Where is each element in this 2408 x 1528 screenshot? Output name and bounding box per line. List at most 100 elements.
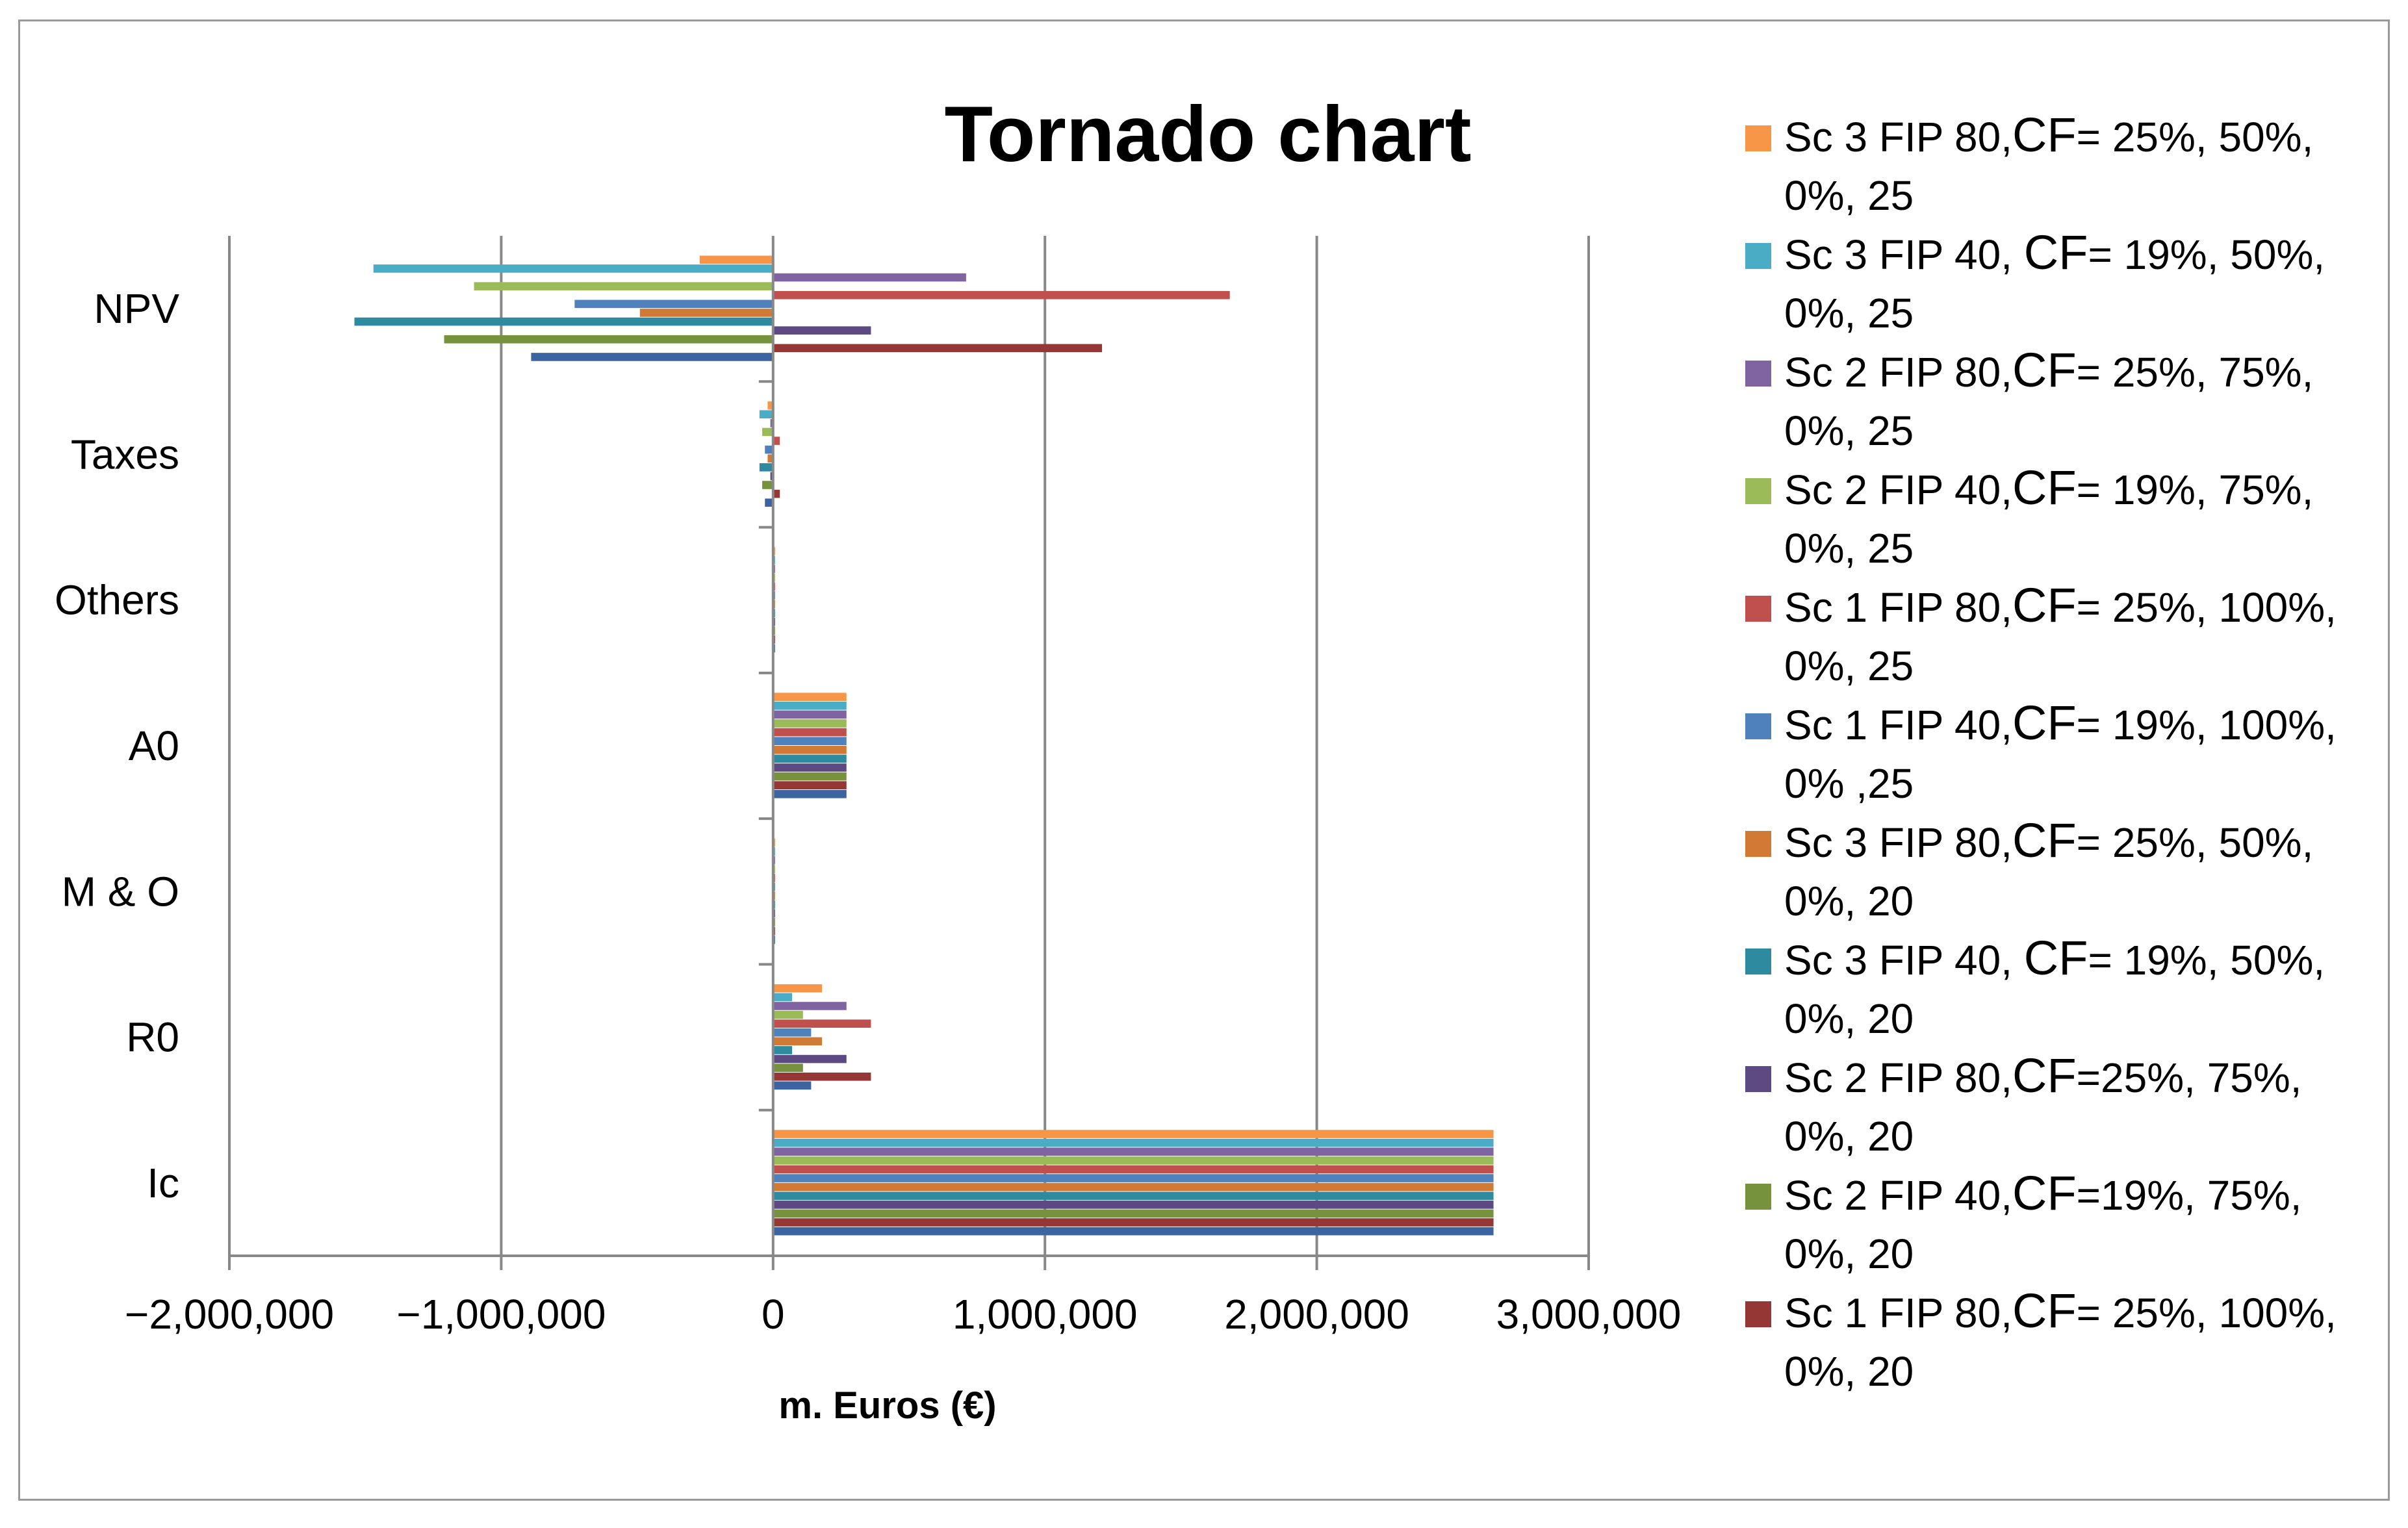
axes	[228, 236, 1590, 1270]
bar-0-0	[699, 255, 773, 264]
bar-5-7	[773, 1046, 793, 1054]
bar-1-10	[773, 489, 780, 498]
bars	[354, 255, 1494, 1236]
legend-label-4: Sc 1 FIP 80,CF= 25%, 100%,	[1784, 578, 2337, 632]
bar-5-9	[773, 1063, 803, 1072]
bar-3-9	[773, 772, 847, 781]
bar-6-1	[773, 1138, 1494, 1147]
legend-label-line2-1: 0%, 25	[1784, 290, 1914, 337]
bar-3-2	[773, 710, 847, 719]
bar-3-6	[773, 746, 847, 754]
bar-1-2	[770, 419, 773, 427]
bar-6-0	[773, 1130, 1494, 1138]
bar-3-11	[773, 790, 847, 798]
legend-label-line2-4: 0%, 25	[1784, 643, 1914, 689]
bar-3-4	[773, 728, 847, 737]
bar-5-3	[773, 1010, 803, 1019]
legend-label-line2-0: 0%, 25	[1784, 172, 1914, 219]
legend-label-10: Sc 1 FIP 80,CF= 25%, 100%,	[1784, 1284, 2337, 1338]
bar-5-2	[773, 1002, 847, 1010]
bar-5-10	[773, 1072, 871, 1081]
bar-0-1	[373, 264, 773, 273]
bar-1-5	[765, 445, 773, 454]
x-axis-title: m. Euros (€)	[778, 1384, 996, 1427]
x-tick-label-1: −1,000,000	[396, 1291, 606, 1338]
legend-label-line2-7: 0%, 20	[1784, 995, 1914, 1042]
bar-5-4	[773, 1019, 871, 1028]
bar-6-8	[773, 1201, 1494, 1209]
legend-label-8: Sc 2 FIP 80,CF=25%, 75%,	[1784, 1049, 2302, 1102]
bar-5-8	[773, 1054, 847, 1063]
legend-label-line2-3: 0%, 25	[1784, 525, 1914, 572]
bar-1-9	[762, 481, 773, 489]
legend-swatch-8	[1745, 1066, 1771, 1092]
bar-0-5	[574, 299, 773, 309]
x-tick-label-3: 1,000,000	[953, 1291, 1138, 1338]
legend-label-7: Sc 3 FIP 40, CF= 19%, 50%,	[1784, 931, 2325, 985]
bar-5-6	[773, 1037, 823, 1046]
bar-3-5	[773, 737, 847, 745]
bar-6-2	[773, 1147, 1494, 1156]
legend-swatch-5	[1745, 713, 1771, 739]
bar-6-3	[773, 1156, 1494, 1165]
bar-1-6	[767, 454, 773, 463]
chart-frame: Tornado chart NPV Taxes Others A0 M & O R0 Ic …	[18, 19, 2390, 1501]
x-tick-label-5: 3,000,000	[1496, 1291, 1682, 1338]
legend: Sc 3 FIP 80,CF= 25%, 50%, 0%, 25 Sc 3 FIP …	[1745, 108, 2337, 1395]
legend-swatch-10	[1745, 1301, 1771, 1327]
legend-swatch-7	[1745, 949, 1771, 974]
legend-swatch-0	[1745, 125, 1771, 151]
legend-label-2: Sc 2 FIP 80,CF= 25%, 75%,	[1784, 343, 2313, 397]
bar-1-4	[773, 437, 780, 445]
bar-3-8	[773, 763, 847, 772]
legend-swatch-9	[1745, 1184, 1771, 1210]
category-label-0: NPV	[94, 285, 179, 332]
legend-label-1: Sc 3 FIP 40, CF= 19%, 50%,	[1784, 225, 2325, 279]
bar-0-7	[354, 317, 773, 326]
chart-title: Tornado chart	[944, 90, 1471, 178]
legend-label-6: Sc 3 FIP 80,CF= 25%, 50%,	[1784, 813, 2313, 867]
category-label-5: R0	[126, 1014, 179, 1061]
x-tick-label-2: 0	[762, 1291, 785, 1338]
bar-6-9	[773, 1209, 1494, 1218]
bar-0-11	[531, 353, 773, 361]
x-tick-labels: −2,000,000 −1,000,000 0 1,000,000 2,000,000 3…	[125, 1291, 1681, 1338]
bar-6-5	[773, 1174, 1494, 1182]
legend-label-line2-8: 0%, 20	[1784, 1113, 1914, 1160]
bar-1-7	[759, 463, 773, 472]
bar-6-10	[773, 1218, 1494, 1227]
bar-6-6	[773, 1182, 1494, 1191]
category-label-6: Ic	[147, 1160, 179, 1206]
bar-6-11	[773, 1227, 1494, 1236]
bar-6-4	[773, 1165, 1494, 1174]
legend-swatch-3	[1745, 478, 1771, 504]
legend-label-9: Sc 2 FIP 40,CF=19%, 75%,	[1784, 1166, 2302, 1220]
category-label-4: M & O	[62, 868, 179, 915]
legend-label-line2-6: 0%, 20	[1784, 878, 1914, 924]
bar-5-5	[773, 1028, 812, 1037]
bar-3-10	[773, 781, 847, 789]
bar-0-2	[773, 273, 966, 282]
legend-label-0: Sc 3 FIP 80,CF= 25%, 50%,	[1784, 108, 2313, 162]
bar-0-6	[639, 309, 773, 317]
bar-5-11	[773, 1081, 812, 1090]
x-tick-label-0: −2,000,000	[125, 1291, 334, 1338]
legend-label-5: Sc 1 FIP 40,CF= 19%, 100%,	[1784, 696, 2337, 750]
bar-1-1	[759, 410, 773, 419]
bar-1-8	[770, 472, 773, 481]
legend-label-3: Sc 2 FIP 40,CF= 19%, 75%,	[1784, 461, 2313, 515]
legend-swatch-4	[1745, 596, 1771, 622]
bar-3-0	[773, 693, 847, 701]
bar-0-8	[773, 326, 871, 335]
bar-3-7	[773, 754, 847, 763]
bar-1-0	[767, 401, 773, 410]
legend-label-line2-10: 0%, 20	[1784, 1348, 1914, 1395]
category-labels: NPV Taxes Others A0 M & O R0 Ic	[55, 285, 179, 1206]
category-label-2: Others	[55, 577, 179, 624]
legend-swatch-1	[1745, 243, 1771, 269]
bar-5-1	[773, 993, 793, 1002]
legend-swatch-2	[1745, 361, 1771, 387]
category-label-3: A0	[129, 722, 179, 769]
bar-1-11	[765, 498, 773, 507]
